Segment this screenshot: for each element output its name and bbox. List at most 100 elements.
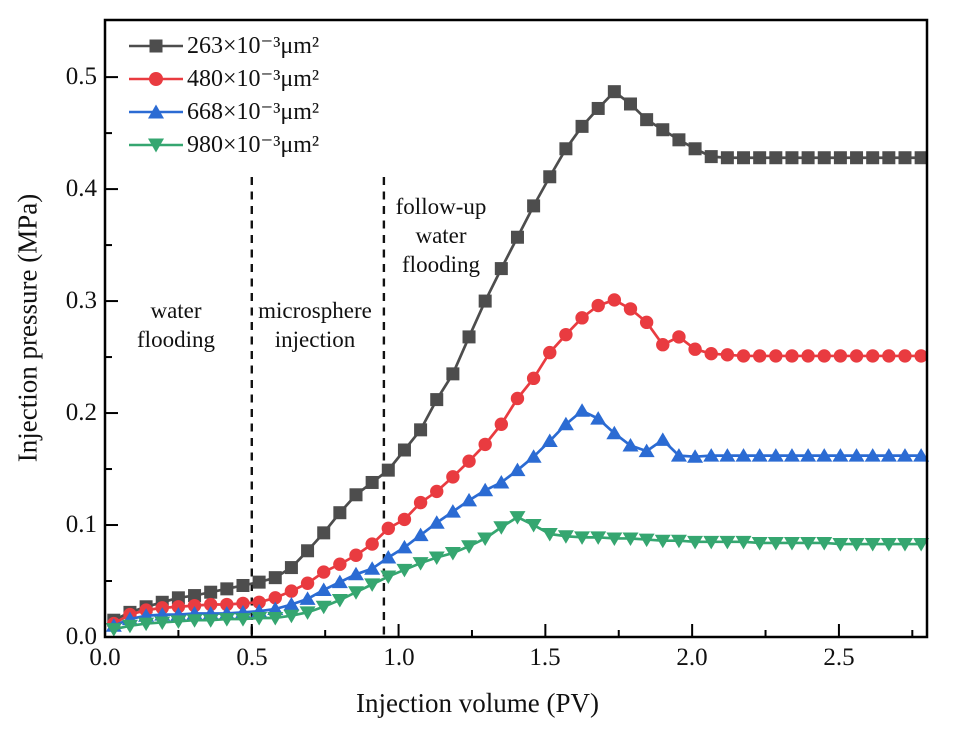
legend-label: 480×10⁻³μm² (187, 66, 320, 92)
series-0-marker (672, 133, 686, 147)
series-0-marker (478, 294, 492, 308)
x-tick-0.0: 0.0 (89, 644, 121, 671)
series-2-marker (767, 448, 784, 462)
series-0-marker (801, 151, 815, 165)
series-0-marker (494, 262, 508, 276)
series-2-marker (525, 449, 542, 463)
series-0-marker (688, 142, 702, 156)
series-2-marker (461, 492, 478, 507)
series-1-marker (349, 548, 363, 562)
series-2-marker (913, 448, 930, 462)
annotation-line: flooding (137, 327, 215, 352)
series-0-marker (607, 85, 621, 99)
series-3-marker (348, 586, 365, 600)
series-3-marker (913, 538, 930, 552)
series-3-marker (105, 623, 122, 637)
series-3-marker (864, 538, 881, 552)
series-2-marker (896, 448, 913, 462)
series-1-marker (462, 454, 476, 468)
series-2-marker (751, 448, 768, 462)
series-0-marker (236, 578, 250, 592)
y-axis-label: Injection pressure (MPa) (12, 193, 43, 463)
annotation-line: microsphere (258, 298, 372, 323)
series-3-marker (477, 532, 494, 546)
series-2-marker (493, 474, 510, 489)
series-2-marker (396, 539, 413, 554)
triangle-up-marker-icon (129, 104, 183, 118)
series-0-marker (446, 367, 460, 381)
series-1-marker (607, 293, 622, 307)
y-tick-0.3: 0.3 (65, 287, 97, 314)
series-3-marker (880, 538, 897, 552)
series-1-marker (413, 495, 428, 510)
series-2-marker (654, 432, 671, 446)
series-0-marker (559, 142, 573, 156)
series-3-marker (428, 551, 445, 565)
series-2-marker (816, 448, 833, 462)
series-0-marker (397, 443, 411, 457)
series-1-marker (704, 346, 718, 361)
y-tick-0.4: 0.4 (65, 175, 97, 202)
series-1-marker (543, 345, 557, 360)
series-3-marker (719, 535, 736, 550)
series-1-marker (882, 349, 896, 363)
x-tick-1.5: 1.5 (529, 644, 561, 671)
series-0-marker (365, 475, 379, 489)
series-2-marker (348, 566, 365, 581)
series-1-marker (914, 349, 928, 363)
y-tick-0.1: 0.1 (65, 511, 97, 538)
series-0-marker (833, 151, 847, 165)
series-1-marker (300, 576, 315, 590)
series-1-marker (672, 330, 686, 344)
series-3-marker (444, 547, 461, 561)
series-3-marker (638, 533, 655, 548)
series-1-marker (284, 584, 299, 598)
series-2-marker (412, 527, 429, 542)
series-3-marker (267, 611, 284, 626)
series-2-marker (783, 448, 800, 462)
series-2-marker (670, 448, 687, 462)
series-1-marker (849, 349, 864, 363)
series-1-marker (171, 600, 186, 614)
series-3-marker (154, 616, 171, 630)
series-3-marker (331, 594, 348, 608)
legend-item-668: 668×10⁻³μm² (128, 95, 319, 128)
series-3-marker (832, 538, 849, 552)
series-3-marker (461, 540, 478, 554)
x-axis-label: Injection volume (PV) (356, 688, 599, 718)
series-3-marker (751, 536, 768, 551)
series-0-marker (769, 151, 783, 165)
series-0-marker (252, 575, 266, 589)
series-3-marker (670, 534, 687, 549)
series-0-marker (543, 170, 557, 184)
series-3-marker (896, 538, 913, 552)
series-3-marker (299, 606, 316, 620)
series-0-marker (898, 151, 912, 165)
series-0-marker (430, 393, 444, 407)
series-2-marker (800, 448, 817, 462)
series-2-marker (267, 601, 284, 616)
series-3-marker (283, 609, 300, 624)
series-3-marker (186, 614, 203, 628)
legend-item-980: 980×10⁻³μm² (128, 128, 319, 161)
series-3-marker (703, 535, 720, 550)
series-0-marker (737, 151, 751, 165)
series-1-marker (801, 349, 815, 363)
series-0-marker (284, 561, 298, 575)
series-2-marker (622, 438, 639, 452)
series-2-marker (477, 482, 494, 497)
annotation-line: injection (274, 327, 356, 352)
series-2-marker (638, 443, 655, 458)
x-tick-2.0: 2.0 (676, 644, 708, 671)
series-0-marker (850, 151, 864, 165)
series-1-marker (203, 597, 218, 612)
legend-label: 980×10⁻³μm² (187, 132, 320, 158)
annotation-line: flooding (402, 252, 480, 277)
series-3-marker (622, 532, 639, 546)
square-marker-icon (129, 39, 183, 52)
series-2-marker (557, 416, 574, 431)
series-0-marker (204, 585, 218, 599)
series-0-marker (720, 151, 734, 165)
series-2-marker (444, 504, 461, 518)
series-0-marker (414, 423, 428, 437)
